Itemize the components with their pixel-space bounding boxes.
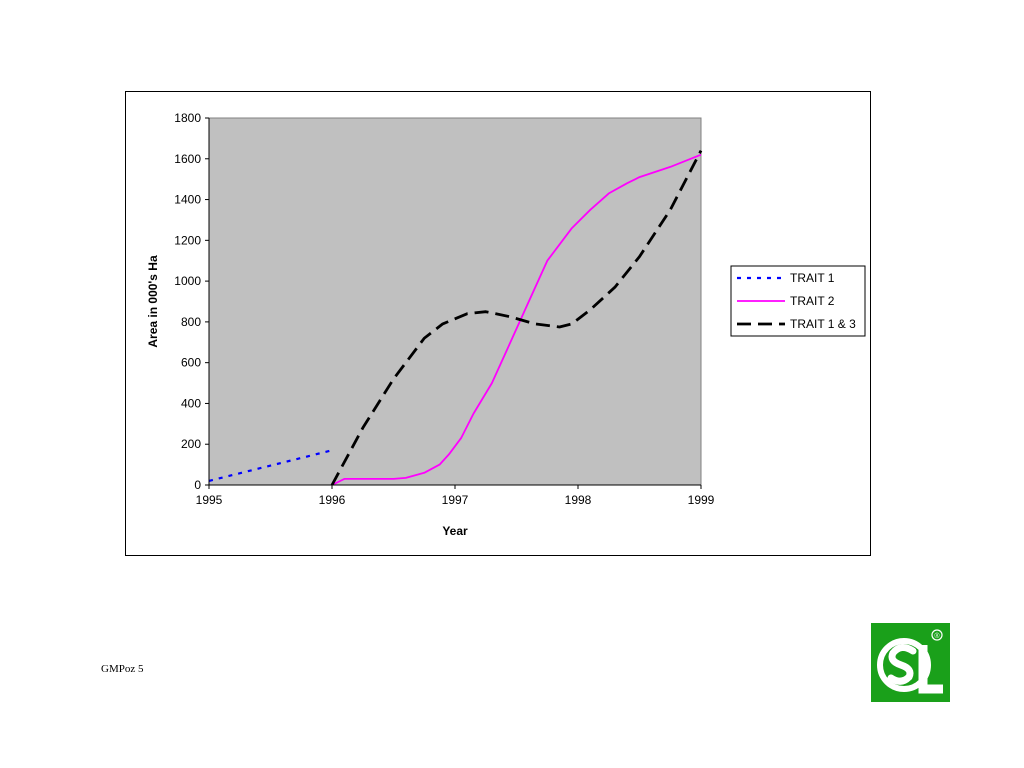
y-tick-label: 1400 <box>174 193 201 207</box>
series-layer <box>208 149 703 486</box>
y-tick-label: 600 <box>181 356 201 370</box>
legend: TRAIT 1 TRAIT 2 TRAIT 1 & 3 <box>730 265 866 337</box>
y-axis-title: Area in 000's Ha <box>146 255 160 348</box>
y-tick-label: 200 <box>181 437 201 451</box>
y-tick-label: 1000 <box>174 274 201 288</box>
y-tick-label: 400 <box>181 396 201 410</box>
legend-label: TRAIT 2 <box>790 294 835 308</box>
y-tick-label: 0 <box>194 478 201 492</box>
x-tick-label: 1998 <box>565 493 592 507</box>
x-tick-label: 1996 <box>319 493 346 507</box>
axes-layer: 0 200 400 600 800 1000 1200 1400 1600 1800 1995 199… <box>174 111 714 507</box>
footer-label: GMPoz 5 <box>101 663 144 675</box>
chart-frame: 0 200 400 600 800 1000 1200 1400 1600 1800 1995 199… <box>125 91 871 556</box>
series-line-trait-2 <box>331 153 702 486</box>
plot-area <box>208 117 702 486</box>
x-axis-title: Year <box>442 524 468 538</box>
x-tick-label: 1997 <box>442 493 469 507</box>
y-tick-label: 1200 <box>174 233 201 247</box>
y-tick-label: 800 <box>181 315 201 329</box>
legend-label: TRAIT 1 <box>790 271 835 285</box>
logo-graphic: ® <box>877 629 943 694</box>
series-line-trait-1-3 <box>330 149 703 486</box>
y-tick-label: 1600 <box>174 152 201 166</box>
legend-label: TRAIT 1 & 3 <box>790 317 856 331</box>
x-tick-label: 1995 <box>196 493 223 507</box>
chart-svg: 0 200 400 600 800 1000 1200 1400 1600 1800 1995 199… <box>146 111 866 538</box>
company-logo: ® <box>871 623 950 702</box>
svg-text:®: ® <box>934 632 940 640</box>
y-tick-label: 1800 <box>174 111 201 125</box>
series-line-trait-1 <box>208 449 333 482</box>
x-tick-label: 1999 <box>688 493 715 507</box>
